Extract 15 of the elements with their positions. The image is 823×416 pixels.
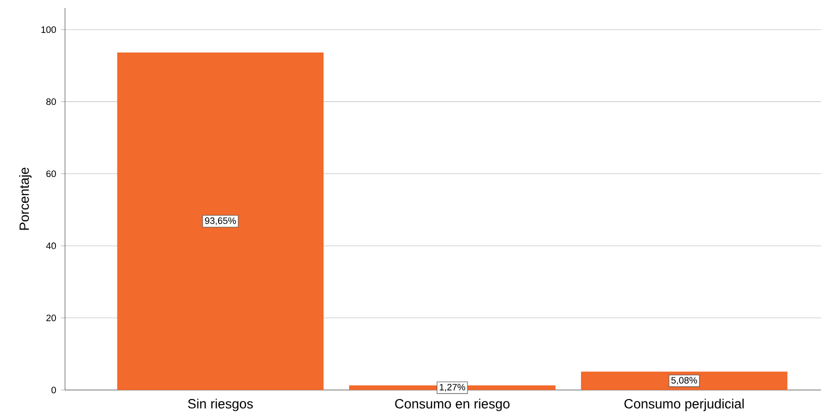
x-tick-label: Sin riesgos [188, 398, 253, 412]
y-tick-label: 40 [46, 242, 56, 250]
x-tick-label: Consumo en riesgo [395, 398, 510, 412]
y-tick-label: 100 [41, 26, 56, 33]
data-label: 1,27% [440, 384, 466, 392]
data-label: 5,08% [671, 376, 698, 385]
y-tick-label: 60 [46, 170, 56, 178]
x-tick-label: Consumo perjudicial [624, 398, 744, 412]
y-tick-label: 80 [46, 98, 56, 105]
y-tick-label: 0 [51, 386, 56, 394]
bar [117, 52, 324, 390]
y-tick-label: 20 [46, 314, 56, 322]
bar [580, 372, 788, 390]
data-label: 93,65% [204, 217, 236, 226]
y-axis-title: Porcentaje [19, 168, 32, 230]
